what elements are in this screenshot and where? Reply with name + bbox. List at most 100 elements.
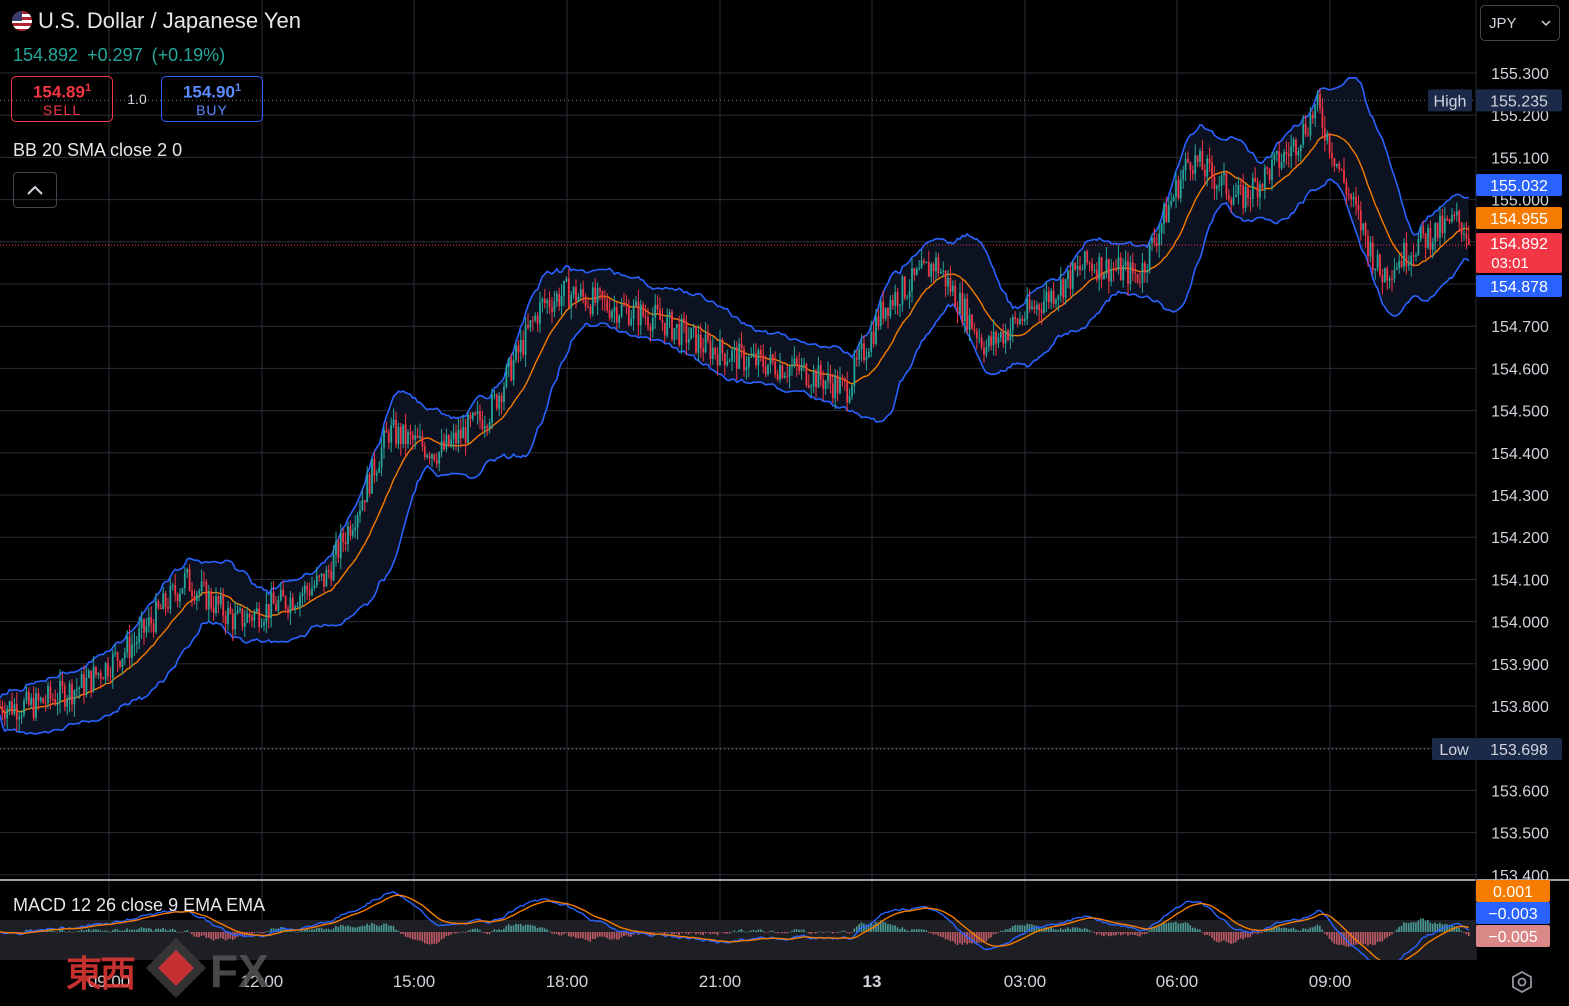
macd-histogram-bar bbox=[23, 931, 25, 933]
macd-histogram-bar bbox=[1403, 922, 1405, 932]
candle-body bbox=[342, 532, 345, 543]
y-tick-label: 155.100 bbox=[1491, 150, 1549, 167]
symbol-header[interactable]: U.S. Dollar / Japanese Yen bbox=[12, 8, 301, 34]
candle-body bbox=[899, 304, 901, 306]
bb-basis-price-tag: 154.955 bbox=[1490, 211, 1548, 228]
macd-histogram-bar bbox=[152, 930, 155, 932]
currency-select[interactable]: JPY bbox=[1480, 5, 1560, 41]
macd-histogram-bar bbox=[51, 930, 54, 932]
macd-histogram-bar bbox=[1055, 929, 1057, 932]
macd-histogram-bar bbox=[1148, 930, 1151, 932]
candle-body bbox=[702, 348, 705, 353]
macd-histogram-bar bbox=[210, 932, 212, 940]
settings-button[interactable] bbox=[1508, 968, 1536, 996]
macd-histogram-bar bbox=[378, 926, 380, 932]
candle-body bbox=[1439, 215, 1441, 238]
candle-body bbox=[1304, 123, 1307, 135]
bb-indicator-label[interactable]: BB 20 SMA close 2 0 bbox=[13, 140, 183, 160]
candle-body bbox=[246, 613, 249, 623]
macd-histogram-bar bbox=[1083, 927, 1086, 932]
candle-body bbox=[1287, 154, 1290, 157]
macd-histogram-bar bbox=[558, 932, 560, 936]
candle-body bbox=[901, 276, 904, 305]
low-value-tag: 153.698 bbox=[1490, 742, 1548, 759]
candle-body bbox=[992, 331, 995, 346]
candle-body bbox=[1155, 242, 1158, 246]
macd-histogram-bar bbox=[474, 928, 476, 932]
candle-body bbox=[169, 585, 172, 609]
macd-histogram-bar bbox=[894, 925, 896, 932]
candle-body bbox=[1285, 152, 1288, 155]
candle-body bbox=[311, 587, 313, 596]
macd-histogram-bar bbox=[385, 923, 388, 932]
macd-histogram-bar bbox=[1057, 929, 1060, 932]
macd-histogram-bar bbox=[1374, 932, 1376, 945]
candle-body bbox=[1076, 266, 1079, 270]
macd-histogram-bar bbox=[1359, 932, 1362, 946]
candle-body bbox=[570, 294, 573, 308]
macd-histogram-bar bbox=[1307, 929, 1309, 932]
candle-body bbox=[1367, 236, 1369, 257]
macd-histogram-bar bbox=[507, 924, 510, 932]
macd-histogram-bar bbox=[851, 932, 853, 933]
macd-histogram-bar bbox=[661, 932, 664, 933]
candle-body bbox=[1019, 318, 1021, 324]
candle-body bbox=[224, 615, 227, 624]
macd-histogram-bar bbox=[1314, 926, 1316, 932]
quantity-field[interactable]: 1.0 bbox=[127, 91, 147, 107]
candle-body bbox=[498, 395, 501, 409]
macd-histogram-bar bbox=[78, 930, 80, 932]
candle-body bbox=[469, 414, 472, 419]
candle-body bbox=[1323, 128, 1326, 141]
macd-histogram-bar bbox=[1259, 932, 1261, 933]
candle-body bbox=[1314, 104, 1317, 119]
macd-histogram-bar bbox=[462, 931, 464, 933]
macd-indicator-label[interactable]: MACD 12 26 close 9 EMA EMA bbox=[13, 895, 266, 915]
candle-body bbox=[416, 435, 419, 439]
candle-body bbox=[241, 608, 244, 627]
candle-body bbox=[827, 373, 829, 382]
macd-histogram-bar bbox=[565, 932, 568, 934]
macd-histogram-bar bbox=[1393, 931, 1396, 933]
candle-body bbox=[726, 361, 729, 365]
candle-body bbox=[997, 337, 1000, 344]
macd-histogram-bar bbox=[973, 932, 976, 944]
candle-body bbox=[666, 316, 669, 336]
macd-histogram-bar bbox=[1249, 932, 1252, 938]
macd-histogram-bar bbox=[925, 930, 928, 932]
macd-histogram-bar bbox=[500, 929, 503, 932]
candle-body bbox=[959, 292, 961, 314]
x-tick-label: 12:00 bbox=[241, 972, 284, 991]
macd-histogram-bar bbox=[83, 930, 85, 932]
macd-value-tag-bg bbox=[1476, 902, 1550, 924]
macd-histogram-bar bbox=[311, 929, 313, 932]
candle-body bbox=[167, 607, 169, 609]
macd-histogram-bar bbox=[107, 931, 109, 932]
sell-button[interactable]: 154.891 SELL bbox=[11, 76, 113, 122]
candle-body bbox=[954, 285, 957, 307]
candle-body bbox=[740, 343, 743, 349]
macd-histogram-bar bbox=[433, 932, 436, 944]
candle-body bbox=[327, 570, 330, 572]
macd-histogram-bar bbox=[683, 932, 685, 933]
buy-button[interactable]: 154.901 BUY bbox=[161, 76, 263, 122]
macd-histogram-bar bbox=[668, 931, 671, 933]
candle-body bbox=[411, 434, 414, 440]
macd-histogram-bar bbox=[551, 932, 553, 934]
candle-body bbox=[253, 611, 256, 621]
candle-body bbox=[54, 699, 57, 705]
candle-body bbox=[656, 304, 659, 310]
collapse-button[interactable] bbox=[13, 172, 57, 208]
macd-histogram-bar bbox=[678, 932, 680, 936]
candle-body bbox=[279, 589, 282, 601]
macd-histogram-bar bbox=[215, 932, 217, 940]
candle-body bbox=[1436, 222, 1439, 238]
macd-histogram-bar bbox=[212, 932, 215, 941]
candle-body bbox=[855, 357, 858, 360]
macd-histogram-bar bbox=[186, 929, 188, 932]
candle-body bbox=[162, 593, 165, 610]
macd-histogram-bar bbox=[320, 927, 323, 932]
candle-body bbox=[354, 527, 357, 531]
x-tick-label: 09:00 bbox=[1309, 972, 1352, 991]
